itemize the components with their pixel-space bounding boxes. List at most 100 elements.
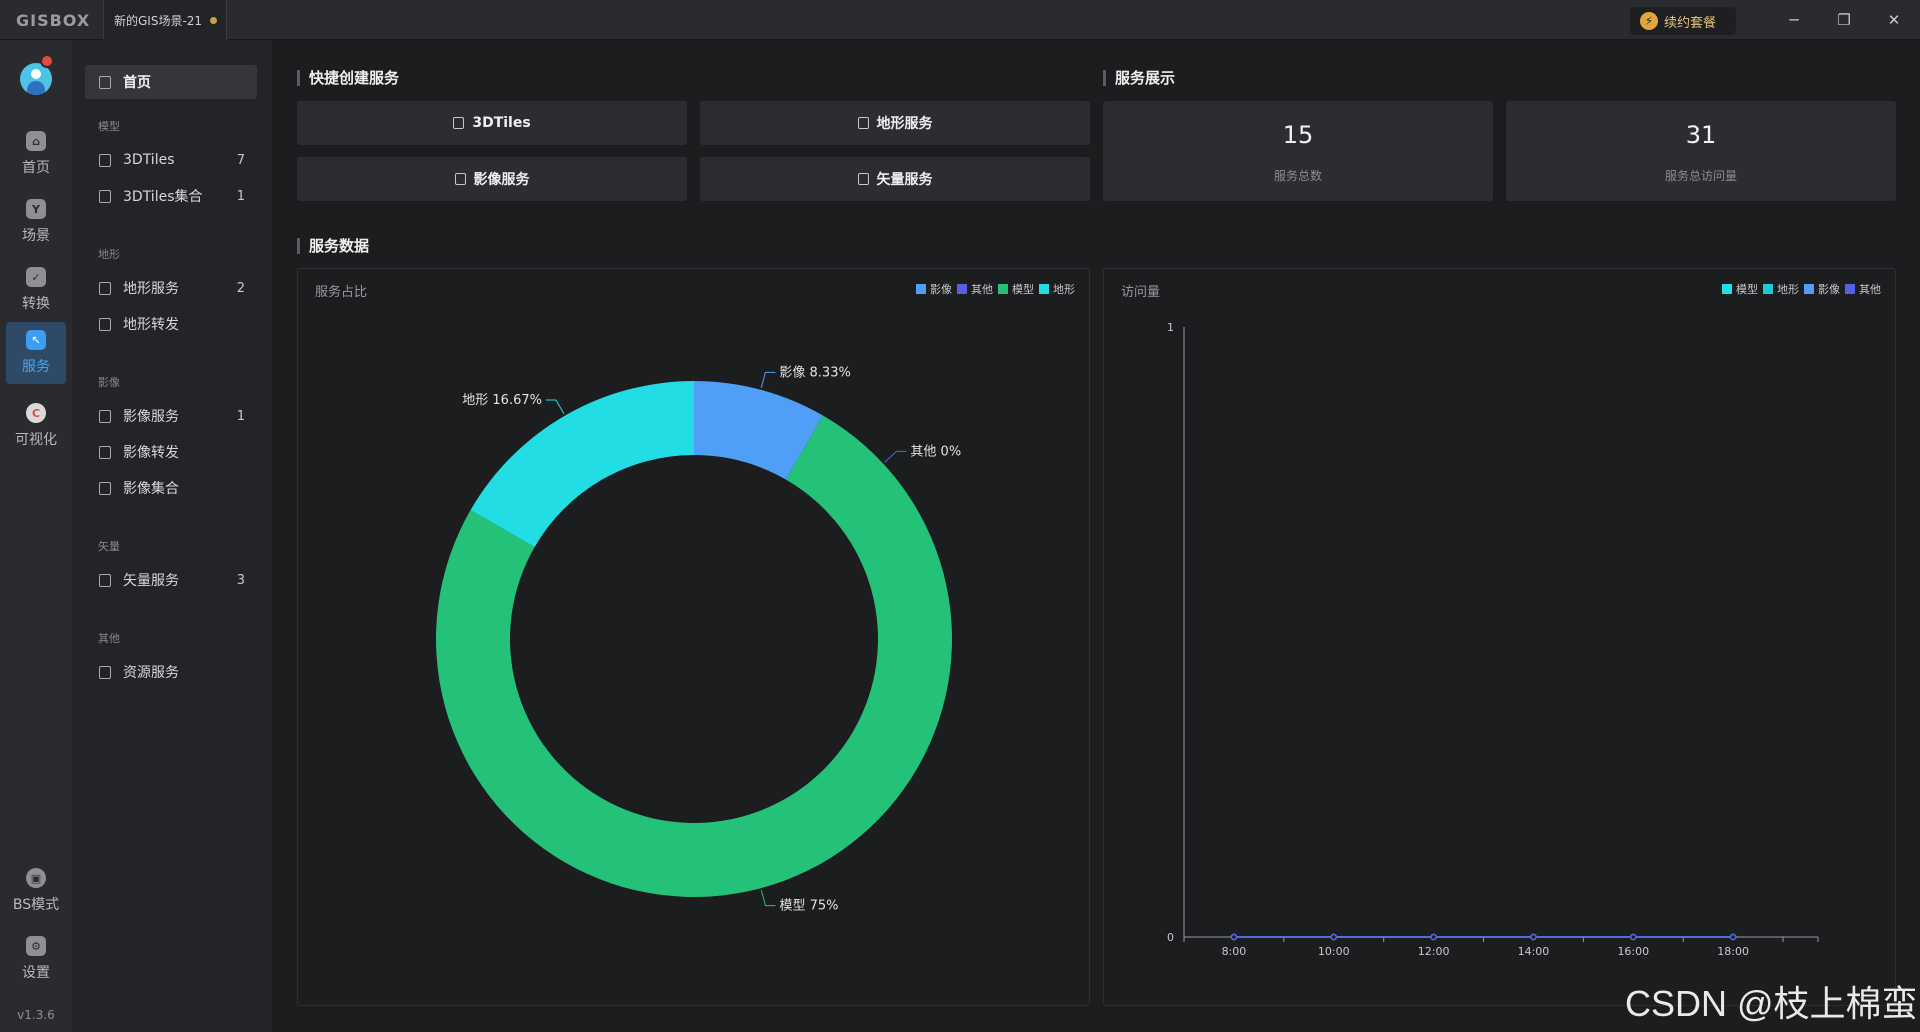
line-legend: 模型 地形 影像 其他: [1717, 281, 1881, 297]
sidebar-item-image-forward[interactable]: 影像转发: [85, 436, 257, 468]
notification-flag-icon: [40, 54, 54, 68]
item-count: 1: [236, 188, 245, 204]
button-label: 地形服务: [876, 116, 933, 132]
convert-icon: ✓: [26, 267, 46, 287]
sidebar-item-label: 地形转发: [123, 317, 179, 333]
rail-item-label: 首页: [22, 160, 50, 176]
create-3dtiles-button[interactable]: 3DTiles: [297, 101, 687, 145]
group-title-terrain: 地形: [98, 248, 120, 261]
sidebar-item-image-service[interactable]: 影像服务 1: [85, 400, 257, 432]
y-tick-label-0: 0: [1167, 931, 1174, 944]
vector-icon: [99, 573, 111, 587]
group-title-model: 模型: [98, 120, 120, 133]
scene-icon: Y: [26, 199, 46, 219]
renew-plan-label: 续约套餐: [1664, 15, 1717, 31]
pie-slice-0: [694, 381, 823, 480]
terrain-icon: [99, 281, 111, 295]
stat-value: 31: [1685, 121, 1717, 149]
settings-label: 设置: [22, 965, 50, 981]
close-icon[interactable]: ✕: [1887, 11, 1901, 29]
x-tick-label-1: 10:00: [1318, 945, 1350, 958]
restore-icon[interactable]: ❐: [1837, 11, 1851, 29]
bs-mode-label: BS模式: [12, 897, 60, 913]
tiles-icon: [453, 117, 465, 129]
sidebar-item-terrain-forward[interactable]: 地形转发: [85, 308, 257, 340]
tiles-collection-icon: [99, 189, 111, 203]
minimize-icon[interactable]: ─: [1789, 11, 1799, 29]
sidebar-item-label: 首页: [123, 75, 151, 91]
pie-leader-line-2: [760, 889, 776, 907]
legend-item[interactable]: 模型: [998, 281, 1034, 297]
renew-plan-button[interactable]: ⚡ 续约套餐: [1630, 7, 1736, 35]
sidebar-item-3dtiles[interactable]: 3DTiles 7: [85, 144, 257, 176]
visits-panel: 访问量 模型 地形 影像 其他 0 1 8:00 10:00 12:00 14:00 16:…: [1103, 268, 1896, 1006]
rail-item-label: 服务: [22, 359, 50, 375]
button-label: 影像服务: [473, 172, 530, 188]
legend-item[interactable]: 影像: [916, 281, 952, 297]
service-display-title: 服务展示: [1103, 70, 1175, 86]
pie-leader-line-3: [545, 399, 565, 415]
rail-item-label: 可视化: [15, 432, 57, 448]
create-image-button[interactable]: 影像服务: [297, 157, 687, 201]
series-point-3-5: [1729, 933, 1737, 941]
item-count: 7: [236, 152, 245, 168]
tiles-icon: [99, 153, 111, 167]
scene-tab[interactable]: 新的GIS场景-21: [103, 0, 227, 40]
series-point-3-3: [1530, 933, 1537, 941]
pie-label-3: 地形 16.67%: [462, 393, 542, 408]
sidebar-item-3dtiles-collection[interactable]: 3DTiles集合 1: [85, 180, 257, 212]
quick-create-title: 快捷创建服务: [297, 70, 399, 86]
sidebar-item-label: 矢量服务: [123, 573, 179, 589]
item-count: 2: [236, 280, 245, 296]
rail-item-service[interactable]: ↖ 服务: [6, 322, 66, 384]
rail-item-home[interactable]: ⌂ 首页: [6, 123, 66, 185]
item-count: 1: [236, 408, 245, 424]
line-chart: 018:00 10:00 12:00 14:00 16:00 18:00: [1167, 321, 1819, 958]
create-terrain-button[interactable]: 地形服务: [700, 101, 1090, 145]
pie-label-1: 其他 0%: [910, 444, 961, 459]
stat-label: 服务总访问量: [1664, 169, 1737, 183]
pie-slice-3: [470, 381, 694, 548]
legend-item[interactable]: 影像: [1804, 281, 1840, 297]
sidebar-item-image-collection[interactable]: 影像集合: [85, 472, 257, 504]
legend-item[interactable]: 地形: [1763, 281, 1799, 297]
sidebar-item-home[interactable]: 首页: [85, 65, 257, 99]
pie-chart: 影像 8.33% 其他 0% 模型 75% 地形 16.67%: [436, 365, 961, 914]
rail-item-scene[interactable]: Y 场景: [6, 191, 66, 253]
rail-item-visualize[interactable]: C 可视化: [6, 395, 66, 457]
legend-item[interactable]: 其他: [957, 281, 993, 297]
service-share-panel: 服务占比 影像 其他 模型 地形 影像 8.33% 其他 0% 模型 75% 地形 1…: [297, 268, 1090, 1006]
service-data-title: 服务数据: [297, 238, 369, 254]
pie-legend: 影像 其他 模型 地形: [911, 281, 1075, 297]
watermark: CSDN @枝上棉蛮: [1625, 983, 1918, 1024]
series-point-3-0: [1230, 933, 1238, 941]
chart-title: 访问量: [1121, 285, 1161, 300]
pie-label-0: 影像 8.33%: [779, 365, 850, 380]
sidebar-item-label: 影像集合: [123, 481, 179, 497]
pie-leader-line-1: [884, 450, 907, 463]
legend-item[interactable]: 其他: [1845, 281, 1881, 297]
group-title-other: 其他: [98, 632, 120, 645]
sidebar-item-resource-service[interactable]: 资源服务: [85, 656, 257, 688]
image-forward-icon: [99, 445, 111, 459]
button-label: 矢量服务: [876, 172, 933, 188]
app-version: v1.3.6: [17, 1008, 55, 1022]
sidebar-item-terrain-service[interactable]: 地形服务 2: [85, 272, 257, 304]
sidebar-item-vector-service[interactable]: 矢量服务 3: [85, 564, 257, 596]
stat-card-total-services: 15 服务总数: [1103, 101, 1493, 201]
legend-item[interactable]: 模型: [1722, 281, 1758, 297]
create-vector-button[interactable]: 矢量服务: [700, 157, 1090, 201]
item-count: 3: [236, 572, 245, 588]
image-collection-icon: [99, 481, 111, 495]
settings-button[interactable]: ⚙ 设置: [6, 928, 66, 990]
legend-item[interactable]: 地形: [1039, 281, 1075, 297]
bs-mode-button[interactable]: ▣ BS模式: [6, 860, 66, 922]
app-logo: GISBOX: [16, 11, 91, 30]
stat-label: 服务总数: [1273, 169, 1322, 183]
home-icon: [99, 75, 111, 89]
avatar[interactable]: [20, 63, 52, 95]
rail-item-convert[interactable]: ✓ 转换: [6, 259, 66, 321]
group-title-vector: 矢量: [98, 540, 120, 553]
group-title-image: 影像: [98, 376, 120, 389]
x-tick-label-2: 12:00: [1418, 945, 1450, 958]
